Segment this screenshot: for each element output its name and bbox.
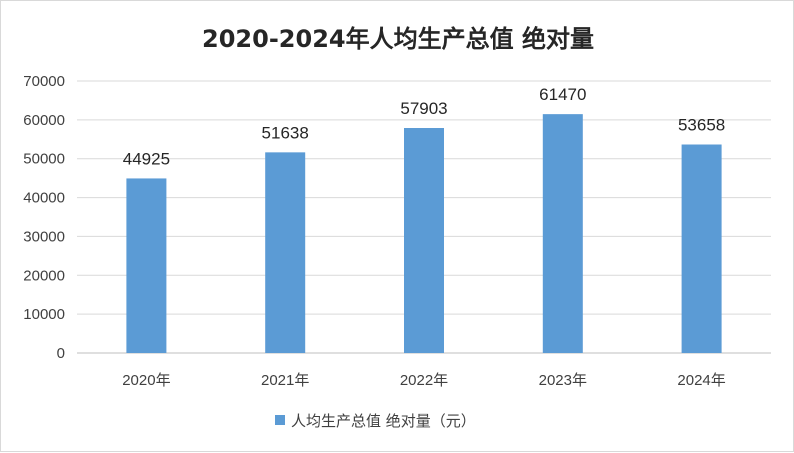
y-tick-label: 30000 — [23, 228, 65, 245]
bar — [126, 178, 167, 353]
data-label: 57903 — [400, 99, 447, 118]
data-label: 51638 — [262, 123, 309, 142]
x-tick-label: 2020年 — [122, 372, 170, 389]
x-tick-label: 2024年 — [677, 372, 725, 389]
bars — [126, 114, 722, 353]
y-tick-label: 50000 — [23, 151, 65, 168]
bar — [265, 152, 306, 353]
bar — [681, 144, 722, 353]
data-label: 53658 — [678, 116, 725, 135]
y-tick-label: 0 — [57, 345, 65, 362]
y-tick-label: 70000 — [23, 73, 65, 90]
y-tick-label: 60000 — [23, 112, 65, 129]
x-axis-ticks: 2020年 2021年 2022年 2023年 2024年 — [122, 372, 726, 389]
legend-swatch — [275, 415, 285, 425]
y-axis-ticks: 0 10000 20000 30000 40000 50000 60000 70000 — [23, 73, 65, 362]
y-tick-label: 20000 — [23, 267, 65, 284]
y-tick-label: 10000 — [23, 306, 65, 323]
data-labels: 44925 51638 57903 61470 53658 — [123, 85, 725, 168]
data-label: 61470 — [539, 85, 586, 104]
y-tick-label: 40000 — [23, 190, 65, 207]
bar — [404, 128, 444, 353]
legend-label: 人均生产总值 绝对量（元） — [291, 412, 476, 430]
x-tick-label: 2021年 — [261, 372, 309, 389]
x-tick-label: 2023年 — [539, 372, 587, 389]
data-label: 44925 — [123, 149, 170, 168]
legend: 人均生产总值 绝对量（元） — [275, 412, 476, 430]
chart-title: 2020-2024年人均生产总值 绝对量 — [202, 25, 594, 53]
x-tick-label: 2022年 — [400, 372, 448, 389]
bar — [542, 114, 583, 353]
